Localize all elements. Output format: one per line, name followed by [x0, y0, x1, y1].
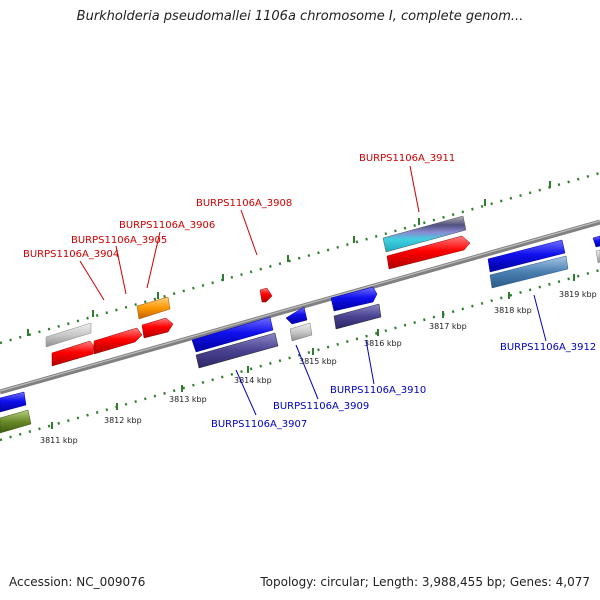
- tick-label: 3818 kbp: [494, 306, 532, 315]
- gene-feature-left-olive[interactable]: [0, 409, 32, 434]
- tick-label: 3816 kbp: [364, 339, 402, 348]
- accession-text: Accession: NC_009076: [9, 575, 146, 589]
- genome-backbone-highlight: [0, 220, 600, 392]
- reverse-gene-labels: BURPS1106A_3907 BURPS1106A_3909 BURPS110…: [211, 342, 596, 430]
- gene-label-3906[interactable]: BURPS1106A_3906: [119, 220, 215, 231]
- tick-label: 3814 kbp: [234, 376, 272, 385]
- gene-feature-3909[interactable]: [285, 306, 308, 325]
- gene-feature-3906[interactable]: [136, 296, 171, 320]
- gene-label-3905[interactable]: BURPS1106A_3905: [71, 235, 167, 246]
- gene-feature-3908[interactable]: [259, 287, 273, 303]
- tick-label: 3815 kbp: [299, 357, 337, 366]
- gene-feature-3910-b[interactable]: [333, 303, 382, 330]
- gene-label-3912[interactable]: BURPS1106A_3912: [500, 342, 596, 353]
- tick-label: 3812 kbp: [104, 416, 142, 425]
- gene-feature-3905[interactable]: [93, 327, 143, 355]
- forward-major-ticks: [27, 181, 551, 336]
- gene-feature-right-blue[interactable]: [592, 235, 600, 248]
- forward-leader-lines: [79, 165, 420, 301]
- gene-feature-3909-b[interactable]: [289, 322, 313, 342]
- tick-label: 3811 kbp: [40, 436, 78, 445]
- gene-feature-3912-b[interactable]: [489, 255, 569, 289]
- gene-label-3907[interactable]: BURPS1106A_3907: [211, 419, 307, 430]
- gene-feature-3907[interactable]: [191, 316, 274, 353]
- gene-feature-3911-stack[interactable]: [382, 215, 467, 253]
- gene-label-3904[interactable]: BURPS1106A_3904: [23, 249, 119, 260]
- gene-label-3908[interactable]: BURPS1106A_3908: [196, 198, 292, 209]
- gene-feature-3910[interactable]: [330, 286, 378, 312]
- forward-coordinate-track: [0, 171, 600, 345]
- page-title: Burkholderia pseudomallei 1106a chromoso…: [76, 9, 524, 24]
- gene-feature-gray[interactable]: [45, 322, 92, 348]
- tick-labels: 3811 kbp 3812 kbp 3813 kbp 3814 kbp 3815…: [40, 290, 597, 445]
- reverse-features: [0, 235, 600, 434]
- gene-feature-3911[interactable]: [386, 235, 471, 270]
- gene-feature-3904[interactable]: [51, 340, 95, 367]
- forward-features: [45, 215, 471, 367]
- tick-label: 3813 kbp: [169, 395, 207, 404]
- gene-label-3911[interactable]: BURPS1106A_3911: [359, 153, 455, 164]
- gene-feature-left-blue[interactable]: [0, 391, 27, 413]
- reverse-leader-lines: [235, 294, 547, 416]
- tick-label: 3817 kbp: [429, 322, 467, 331]
- gene-feature-3906-b[interactable]: [141, 317, 174, 339]
- gene-feature-3907-b[interactable]: [195, 332, 279, 369]
- reverse-major-ticks: [51, 274, 575, 429]
- forward-gene-labels: BURPS1106A_3904 BURPS1106A_3905 BURPS110…: [23, 153, 455, 260]
- gene-feature-3912[interactable]: [487, 239, 566, 273]
- gene-label-3909[interactable]: BURPS1106A_3909: [273, 401, 369, 412]
- gene-feature-right-gray[interactable]: [595, 249, 600, 264]
- gene-label-3910[interactable]: BURPS1106A_3910: [330, 385, 426, 396]
- tick-label: 3819 kbp: [559, 290, 597, 299]
- genome-summary-text: Topology: circular; Length: 3,988,455 bp…: [260, 575, 590, 589]
- genome-backbone: [0, 219, 600, 395]
